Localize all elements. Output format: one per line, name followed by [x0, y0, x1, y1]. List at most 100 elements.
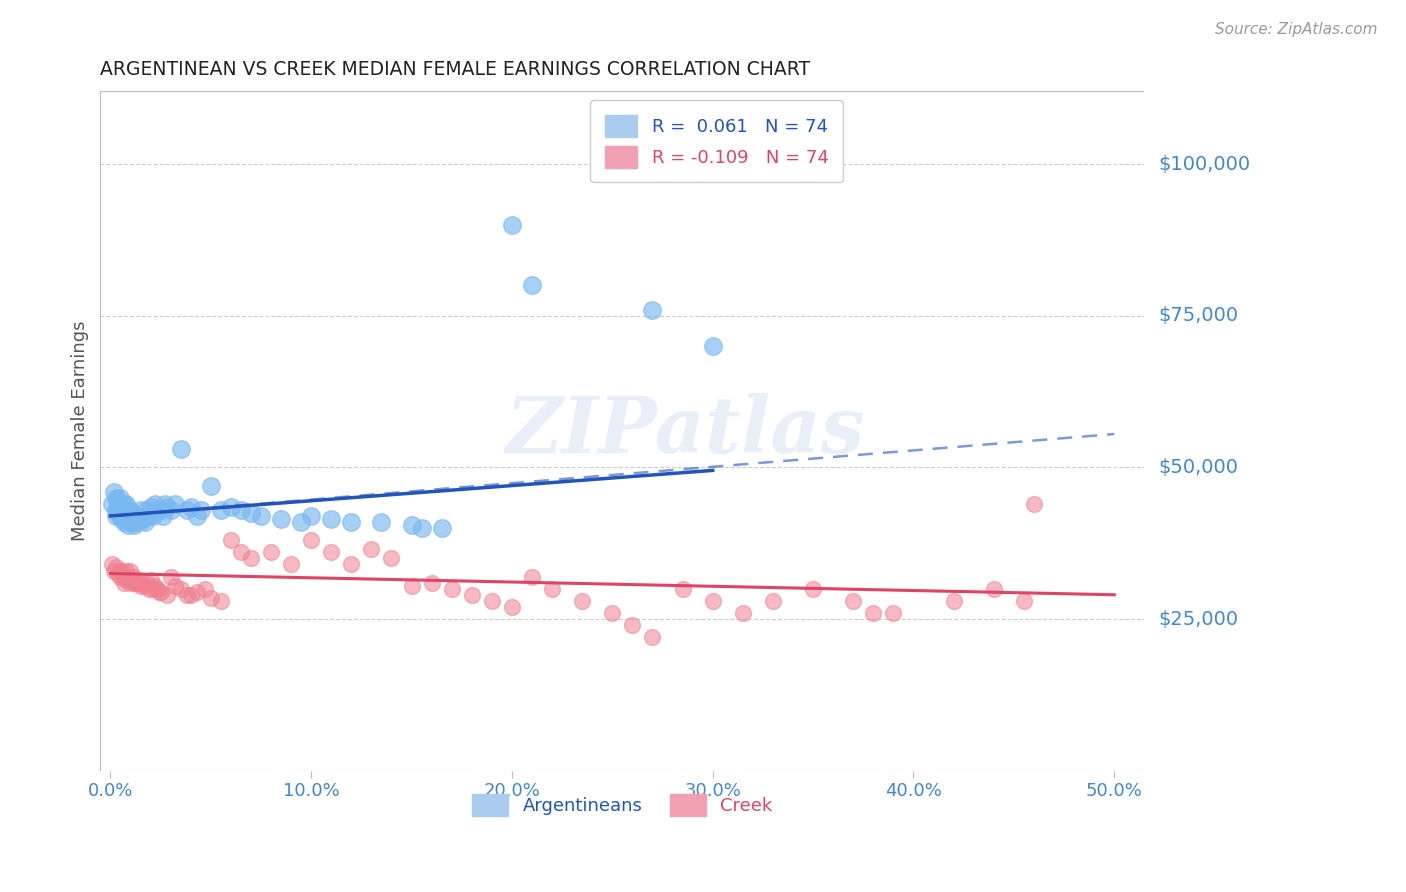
Point — [131, 575, 153, 590]
Point — [401, 579, 423, 593]
Point — [124, 569, 146, 583]
Point — [103, 564, 125, 578]
Point — [229, 503, 252, 517]
Point — [110, 503, 132, 517]
Point — [801, 582, 824, 596]
Point — [602, 606, 624, 620]
Point — [440, 582, 463, 596]
Point — [143, 579, 166, 593]
Point — [541, 582, 564, 596]
Point — [571, 594, 593, 608]
Point — [209, 594, 232, 608]
Point — [120, 508, 142, 523]
Point — [124, 508, 146, 523]
Point — [145, 582, 167, 596]
Point — [641, 302, 664, 317]
Point — [129, 579, 152, 593]
Point — [239, 551, 262, 566]
Point — [260, 545, 283, 559]
Point — [1022, 497, 1045, 511]
Point — [128, 515, 150, 529]
Point — [420, 575, 443, 590]
Point — [143, 497, 166, 511]
Point — [120, 515, 142, 529]
Point — [163, 497, 186, 511]
Point — [105, 503, 128, 517]
Point — [111, 497, 134, 511]
Point — [641, 630, 664, 644]
Point — [103, 484, 125, 499]
Point — [321, 512, 343, 526]
Point — [138, 582, 160, 596]
Point — [105, 560, 128, 574]
Point — [101, 558, 124, 572]
Point — [430, 521, 453, 535]
Point — [155, 588, 177, 602]
Point — [149, 584, 172, 599]
Text: Source: ZipAtlas.com: Source: ZipAtlas.com — [1215, 22, 1378, 37]
Point — [115, 573, 138, 587]
Point — [105, 508, 128, 523]
Point — [209, 503, 232, 517]
Point — [340, 558, 363, 572]
Text: ZIPatlas: ZIPatlas — [505, 392, 865, 469]
Point — [186, 508, 208, 523]
Point — [114, 569, 136, 583]
Point — [114, 500, 136, 514]
Point — [942, 594, 965, 608]
Point — [219, 533, 242, 548]
Point — [152, 508, 174, 523]
Y-axis label: Median Female Earnings: Median Female Earnings — [72, 321, 89, 541]
Point — [121, 573, 143, 587]
Point — [380, 551, 402, 566]
Point — [280, 558, 302, 572]
Point — [110, 491, 132, 505]
Point — [176, 503, 198, 517]
Point — [115, 512, 138, 526]
Point — [148, 584, 170, 599]
Point — [125, 508, 148, 523]
Text: $50,000: $50,000 — [1159, 458, 1239, 477]
Point — [169, 582, 191, 596]
Point — [239, 506, 262, 520]
Point — [114, 515, 136, 529]
Point — [115, 503, 138, 517]
Point — [401, 518, 423, 533]
Point — [163, 579, 186, 593]
Point — [290, 515, 312, 529]
Point — [702, 594, 724, 608]
Point — [107, 566, 129, 581]
Point — [842, 594, 865, 608]
Point — [114, 575, 136, 590]
Point — [111, 512, 134, 526]
Point — [321, 545, 343, 559]
Point — [461, 588, 484, 602]
Point — [134, 515, 156, 529]
Point — [194, 582, 217, 596]
Point — [101, 497, 124, 511]
Point — [481, 594, 503, 608]
Point — [107, 493, 129, 508]
Point — [270, 512, 292, 526]
Point — [983, 582, 1005, 596]
Point — [128, 575, 150, 590]
Point — [134, 579, 156, 593]
Point — [169, 442, 191, 457]
Point — [155, 500, 177, 514]
Point — [159, 569, 181, 583]
Point — [370, 515, 392, 529]
Point — [501, 599, 523, 614]
Point — [131, 512, 153, 526]
Point — [190, 503, 212, 517]
Text: $100,000: $100,000 — [1159, 154, 1250, 174]
Point — [117, 518, 139, 533]
Point — [862, 606, 884, 620]
Point — [107, 500, 129, 514]
Point — [702, 339, 724, 353]
Point — [125, 515, 148, 529]
Text: ARGENTINEAN VS CREEK MEDIAN FEMALE EARNINGS CORRELATION CHART: ARGENTINEAN VS CREEK MEDIAN FEMALE EARNI… — [100, 60, 810, 78]
Point — [110, 497, 132, 511]
Point — [111, 564, 134, 578]
Point — [110, 564, 132, 578]
Point — [142, 582, 165, 596]
